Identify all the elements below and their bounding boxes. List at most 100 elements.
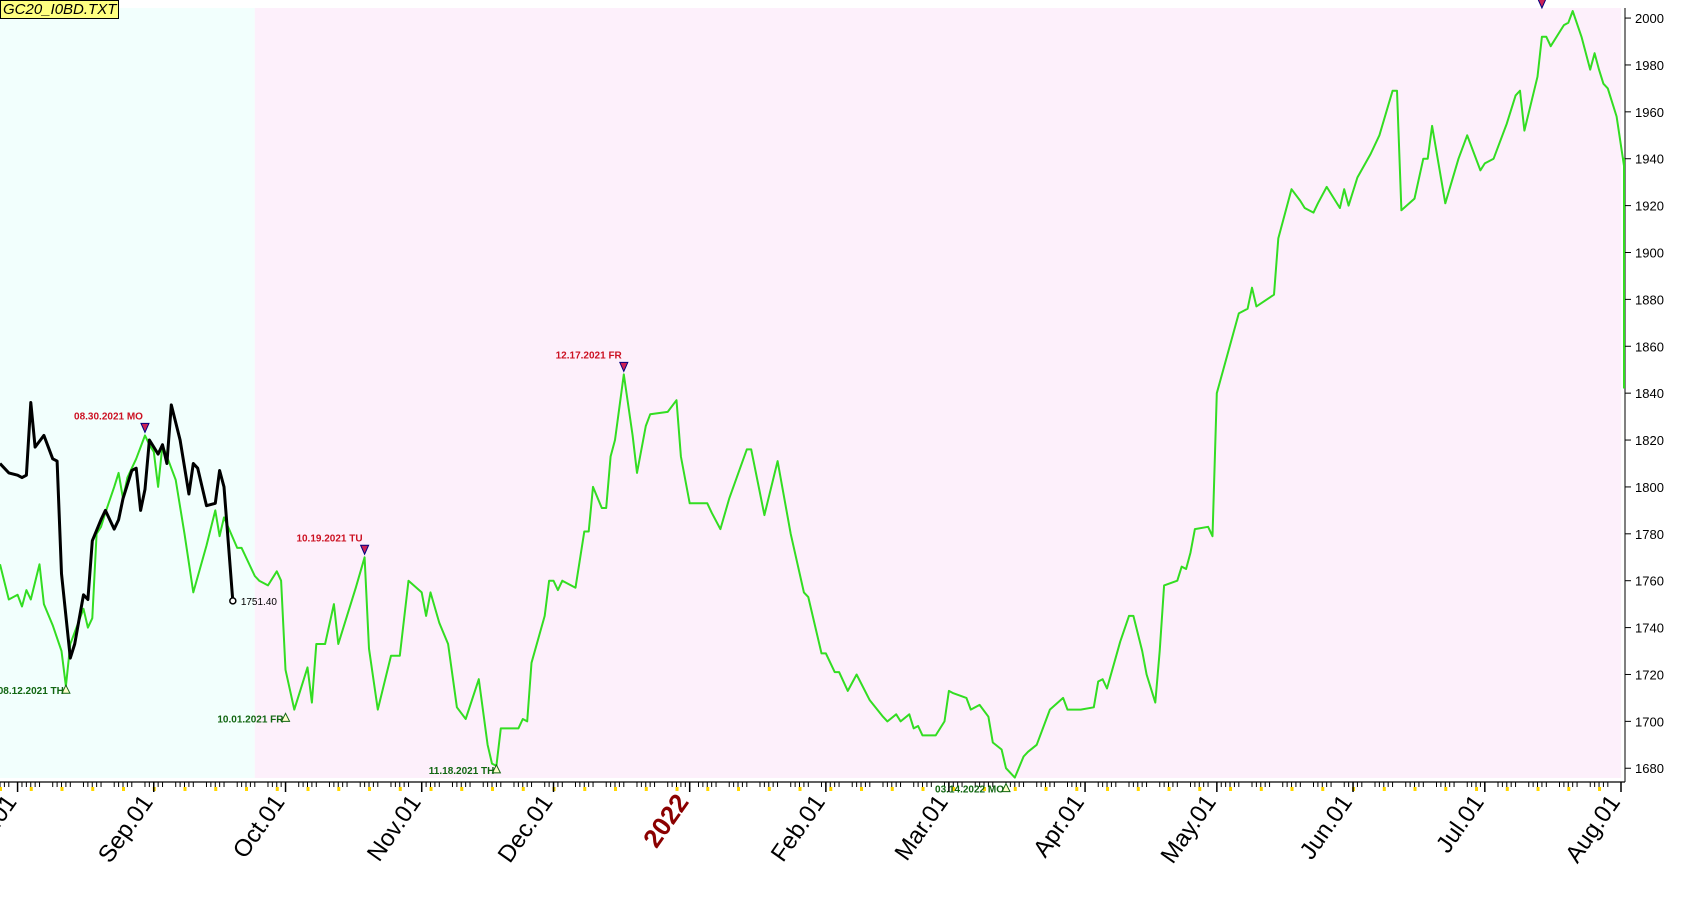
x-tick-label: Dec.01 [493, 790, 559, 868]
x-week-marker [1259, 787, 1263, 791]
y-tick-label: 1820 [1635, 433, 1664, 448]
x-week-marker [122, 787, 126, 791]
x-week-marker [491, 787, 495, 791]
x-week-marker [429, 787, 433, 791]
x-week-marker [1136, 787, 1140, 791]
x-week-marker [337, 787, 341, 791]
x-tick-label: Jun.01 [1294, 790, 1357, 865]
x-week-marker [0, 787, 2, 791]
y-tick-label: 1700 [1635, 714, 1664, 729]
x-week-marker [1229, 787, 1233, 791]
x-week-marker [675, 787, 679, 791]
x-week-marker [860, 787, 864, 791]
x-week-marker [306, 787, 310, 791]
x-week-marker [798, 787, 802, 791]
y-tick-label: 1980 [1635, 58, 1664, 73]
y-tick-label: 1920 [1635, 199, 1664, 214]
y-tick-label: 1800 [1635, 480, 1664, 495]
x-tick-label: Sep.01 [93, 790, 159, 868]
x-week-marker [1167, 787, 1171, 791]
x-tick-label: Jul.01 [1431, 790, 1490, 858]
x-week-marker [398, 787, 402, 791]
peak-marker [619, 361, 629, 373]
y-tick-label: 1900 [1635, 245, 1664, 260]
x-week-marker [1598, 787, 1602, 791]
x-week-marker [1567, 787, 1571, 791]
peak-marker [359, 544, 370, 556]
x-week-marker [1321, 787, 1325, 791]
x-tick-label: 2022 [637, 788, 695, 853]
x-tick-label: Nov.01 [362, 790, 427, 866]
x-week-marker [614, 787, 618, 791]
trough-label: 10.01.2021 FR [217, 714, 284, 725]
x-tick-label: Feb.01 [766, 790, 831, 867]
y-tick-label: 1960 [1635, 105, 1664, 120]
trough-marker [280, 712, 291, 722]
x-week-marker [275, 787, 279, 791]
y-tick-label: 1740 [1635, 621, 1664, 636]
peak-label: 12.17.2021 FR [556, 350, 623, 361]
trough-label: 08.12.2021 TH [0, 686, 64, 697]
trough-label: 03.14.2022 MO [935, 785, 1004, 796]
x-week-marker [368, 787, 372, 791]
x-week-marker [1382, 787, 1386, 791]
series-line-0 [0, 10, 1625, 779]
peak-label: 10.19.2021 TU [296, 533, 362, 544]
x-week-marker [60, 787, 64, 791]
trough-marker [1001, 782, 1011, 793]
x-week-marker [214, 787, 218, 791]
end-value-marker [229, 597, 237, 605]
trough-label: 11.18.2021 TH [429, 766, 495, 777]
chart-title: GC20_I0BD.TXT [0, 0, 120, 19]
background-band-1 [254, 8, 1622, 778]
y-tick-label: 1940 [1635, 152, 1664, 167]
x-tick-label: Aug.01 [1560, 790, 1626, 868]
x-week-marker [521, 787, 525, 791]
x-week-marker [583, 787, 587, 791]
x-week-marker [1444, 787, 1448, 791]
x-week-marker [29, 787, 33, 791]
background-band-0 [0, 8, 255, 778]
x-week-marker [460, 787, 464, 791]
x-week-marker [983, 787, 987, 791]
x-week-marker [1198, 787, 1202, 791]
x-week-marker [921, 787, 925, 791]
x-week-marker [245, 787, 249, 791]
x-week-marker [1075, 787, 1079, 791]
x-tick-label: Mar.01 [890, 790, 954, 866]
x-week-marker [1013, 787, 1017, 791]
x-week-marker [767, 787, 771, 791]
y-tick-label: 1780 [1635, 527, 1664, 542]
y-tick-label: 1880 [1635, 292, 1664, 307]
peak-label: 08.30.2021 MO [74, 411, 143, 422]
x-week-marker [1536, 787, 1540, 791]
x-week-marker [1290, 787, 1294, 791]
x-week-marker [91, 787, 95, 791]
x-week-marker [183, 787, 187, 791]
y-tick-label: 1720 [1635, 667, 1664, 682]
peak-marker [1537, 0, 1547, 10]
x-tick-label: Aug.01 [0, 790, 22, 868]
x-week-marker [1413, 787, 1417, 791]
peak-marker [140, 422, 150, 434]
x-week-marker [737, 787, 741, 791]
x-week-marker [644, 787, 648, 791]
y-tick-label: 1760 [1635, 574, 1664, 589]
y-tick-label: 1840 [1635, 386, 1664, 401]
trough-marker [61, 684, 71, 694]
x-week-marker [706, 787, 710, 791]
y-tick-label: 2000 [1635, 11, 1664, 26]
trough-marker [491, 763, 502, 774]
x-week-marker [1475, 787, 1479, 791]
x-tick-label: May.01 [1156, 790, 1222, 868]
x-week-marker [952, 787, 956, 791]
x-week-marker [829, 787, 833, 791]
y-tick-label: 1860 [1635, 339, 1664, 354]
y-tick-label: 1680 [1635, 761, 1664, 776]
x-week-marker [1505, 787, 1509, 791]
x-tick-label: Oct.01 [228, 790, 291, 863]
x-week-marker [1106, 787, 1110, 791]
x-week-marker [1044, 787, 1048, 791]
x-week-marker [890, 787, 894, 791]
